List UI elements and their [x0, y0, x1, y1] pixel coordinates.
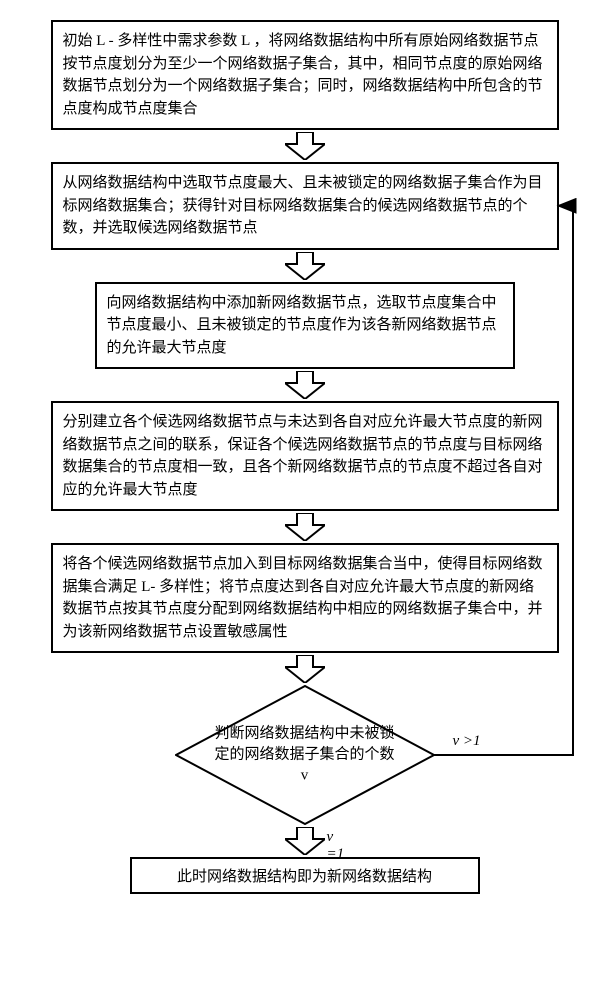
- edge-label-loop: v >1: [453, 733, 481, 750]
- step5-text: 将各个候选网络数据节点加入到目标网络数据集合当中，使得目标网络数据集合满足 L-…: [63, 556, 543, 640]
- arrow-3-4: [285, 371, 325, 399]
- arrow-2-3: [285, 252, 325, 280]
- step3-text: 向网络数据结构中添加新网络数据节点，选取节点度集合中节点度最小、且未被锁定的节点…: [107, 295, 497, 356]
- step2-text: 从网络数据结构中选取节点度最大、且未被锁定的网络数据子集合作为目标网络数据集合；…: [63, 175, 543, 236]
- flowchart-container: 初始 L - 多样性中需求参数 L ，将网络数据结构中所有原始网络数据节点按节点…: [30, 20, 579, 894]
- step4-box: 分别建立各个候选网络数据节点与未达到各自对应允许最大节点度的新网络数据节点之间的…: [51, 401, 559, 511]
- end-text: 此时网络数据结构即为新网络数据结构: [177, 869, 432, 885]
- arrow-decision-end: v =1: [285, 827, 325, 855]
- step5-box: 将各个候选网络数据节点加入到目标网络数据集合当中，使得目标网络数据集合满足 L-…: [51, 543, 559, 653]
- step3-box: 向网络数据结构中添加新网络数据节点，选取节点度集合中节点度最小、且未被锁定的节点…: [95, 282, 515, 370]
- edge-label-v1: v =1: [327, 829, 345, 863]
- loop-region: 从网络数据结构中选取节点度最大、且未被锁定的网络数据子集合作为目标网络数据集合；…: [30, 162, 579, 825]
- decision-text: 判断网络数据结构中未被锁定的网络数据子集合的个数 v: [215, 724, 395, 787]
- arrow-5-decision: [285, 655, 325, 683]
- arrow-1-2: [285, 132, 325, 160]
- decision-diamond: 判断网络数据结构中未被锁定的网络数据子集合的个数 v: [175, 685, 435, 825]
- step2-box: 从网络数据结构中选取节点度最大、且未被锁定的网络数据子集合作为目标网络数据集合；…: [51, 162, 559, 250]
- end-box: 此时网络数据结构即为新网络数据结构: [130, 857, 480, 894]
- step1-text: 初始 L - 多样性中需求参数 L ，将网络数据结构中所有原始网络数据节点按节点…: [63, 33, 543, 117]
- step1-box: 初始 L - 多样性中需求参数 L ，将网络数据结构中所有原始网络数据节点按节点…: [51, 20, 559, 130]
- step4-text: 分别建立各个候选网络数据节点与未达到各自对应允许最大节点度的新网络数据节点之间的…: [63, 414, 543, 498]
- arrow-4-5: [285, 513, 325, 541]
